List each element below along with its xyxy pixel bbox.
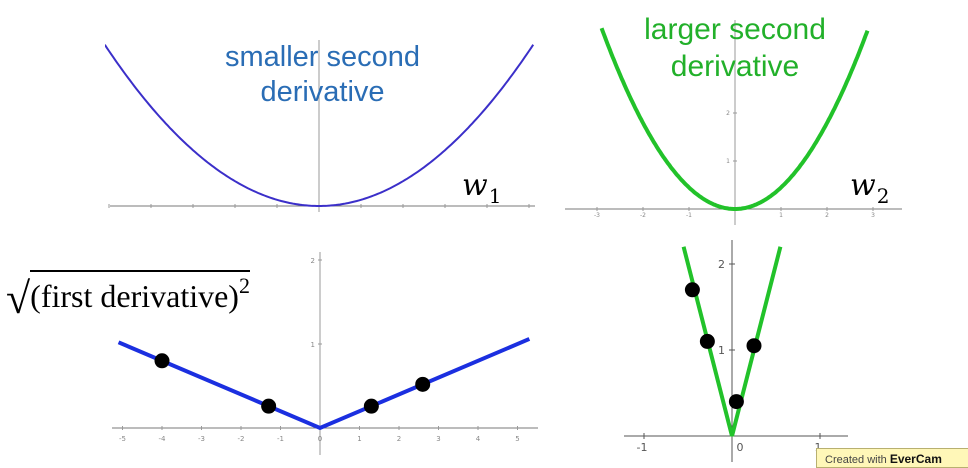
- formula-radicand: (first derivative)2: [30, 270, 250, 315]
- x-tick-label: 1: [357, 435, 361, 443]
- y-tick-label: 1: [718, 344, 725, 357]
- y-tick-label: 2: [726, 110, 730, 117]
- x-tick-label: 2: [825, 212, 829, 219]
- x-tick-label: -3: [594, 212, 600, 219]
- x-tick-label: 1: [779, 212, 783, 219]
- x-tick-label: 1: [815, 441, 822, 454]
- x-tick-label: -3: [198, 435, 205, 443]
- data-point: [261, 398, 277, 414]
- sqrt-symbol: √: [6, 274, 31, 323]
- formula-text: (first derivative): [30, 278, 239, 314]
- x-tick-label: 5: [515, 435, 519, 443]
- x-tick-label: 4: [476, 435, 481, 443]
- bottom-right-axes: -1 0 1 1 2: [624, 240, 848, 462]
- data-point: [154, 353, 170, 369]
- top-left-x-ticks: [108, 204, 530, 208]
- watermark-brand: EverCam: [889, 452, 942, 466]
- y-tick-label: 1: [726, 158, 730, 165]
- bottom-left-points: [154, 353, 431, 414]
- top-right-ticks: -3 -2 -1 1 2 3 1 2: [594, 110, 875, 219]
- data-point: [415, 376, 431, 392]
- bottom-right-plot: -1 0 1 1 2: [624, 240, 848, 462]
- x-tick-label: -1: [686, 212, 692, 219]
- top-right-label: larger second derivative: [620, 12, 850, 85]
- x-tick-label: 0: [737, 441, 744, 454]
- y-tick-label: 1: [311, 341, 315, 349]
- bottom-left-plot: -5 -4 -3 -2 -1 0 1 2 3 4 5 1 2: [112, 252, 538, 455]
- top-right-plot: -3 -2 -1 1 2 312: [565, 20, 902, 225]
- x-tick-label: -5: [119, 435, 126, 443]
- top-right-variable: w2: [850, 168, 889, 208]
- top-left-label-line2: derivative: [260, 76, 385, 109]
- bottom-right-abs-line: [681, 246, 783, 437]
- top-left-label-line1: smaller second: [224, 41, 421, 73]
- top-left-parabola: [105, 44, 535, 207]
- x-tick-label: -2: [238, 435, 245, 443]
- y-tick-label: 2: [311, 257, 315, 265]
- bottom-left-ticks: -5 -4 -3 -2 -1 0 1 2 3 4 5 1 2: [119, 257, 520, 443]
- top-right-variable-sub: 2: [876, 184, 890, 208]
- top-left-variable: w1: [462, 168, 501, 208]
- top-left-variable-sub: 1: [488, 184, 502, 208]
- x-tick-label: -4: [159, 435, 167, 443]
- bottom-right-ticks: -1 0 1 1 2: [637, 258, 822, 454]
- top-right-label-line1: larger second: [644, 13, 826, 46]
- data-point: [363, 398, 379, 414]
- formula-exponent: 2: [238, 273, 250, 298]
- top-left-variable-letter: w: [462, 168, 488, 203]
- data-point: [699, 333, 715, 349]
- first-derivative-formula: √(first derivative)2: [6, 270, 250, 324]
- evercam-watermark: Created with EverCam: [816, 448, 968, 468]
- x-tick-label: 3: [436, 435, 440, 443]
- watermark-prefix: Created with: [825, 454, 887, 466]
- top-right-variable-letter: w: [850, 168, 876, 203]
- bottom-left-axes: -5 -4 -3 -2 -1 0 1 2 3 4 5 1 2: [112, 252, 538, 455]
- x-tick-label: -1: [277, 435, 284, 443]
- y-tick-label: 2: [718, 258, 725, 271]
- top-left-plot: [105, 40, 535, 212]
- data-point: [746, 338, 762, 354]
- data-point: [684, 282, 700, 298]
- top-right-label-line2: derivative: [670, 49, 800, 83]
- top-left-label: smaller second derivative: [205, 40, 440, 111]
- x-tick-label: 0: [318, 435, 322, 443]
- bottom-left-abs-line: [117, 337, 531, 431]
- x-tick-label: -1: [637, 441, 648, 454]
- x-tick-label: 2: [397, 435, 401, 443]
- top-right-parabola: [599, 27, 870, 211]
- bottom-right-points: [684, 282, 762, 410]
- data-point: [728, 394, 744, 410]
- x-tick-label: -2: [640, 212, 646, 219]
- x-tick-label: 3: [871, 212, 875, 219]
